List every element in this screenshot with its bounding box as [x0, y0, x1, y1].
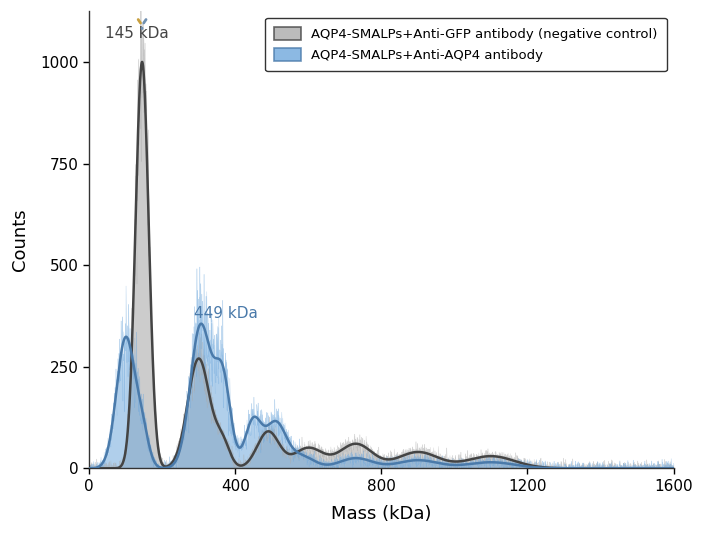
Text: 145 kDa: 145 kDa [105, 26, 168, 41]
Y-axis label: Counts: Counts [11, 208, 29, 271]
X-axis label: Mass (kDa): Mass (kDa) [331, 505, 432, 523]
Legend: AQP4-SMALPs+Anti-GFP antibody (negative control), AQP4-SMALPs+Anti-AQP4 antibody: AQP4-SMALPs+Anti-GFP antibody (negative … [265, 18, 667, 71]
Text: 449 kDa: 449 kDa [194, 306, 258, 321]
